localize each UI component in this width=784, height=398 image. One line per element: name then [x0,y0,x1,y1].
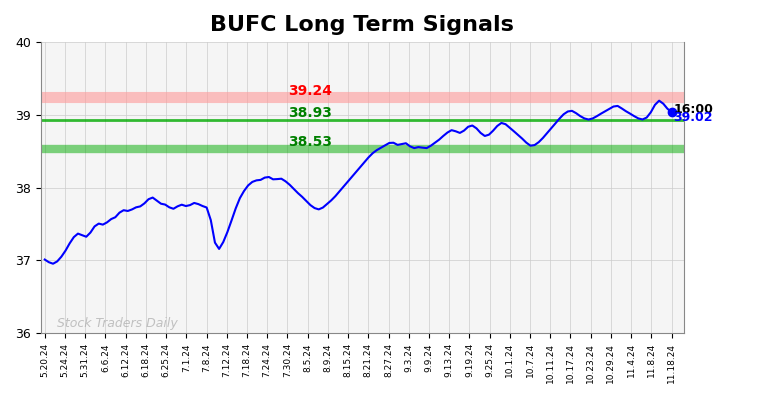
Text: 38.93: 38.93 [288,106,332,120]
Text: Stock Traders Daily: Stock Traders Daily [57,318,178,330]
Text: 39.24: 39.24 [288,84,332,98]
Text: 39.02: 39.02 [673,111,713,124]
Text: 38.53: 38.53 [288,135,332,149]
Title: BUFC Long Term Signals: BUFC Long Term Signals [210,15,514,35]
Text: 16:00: 16:00 [673,103,713,115]
